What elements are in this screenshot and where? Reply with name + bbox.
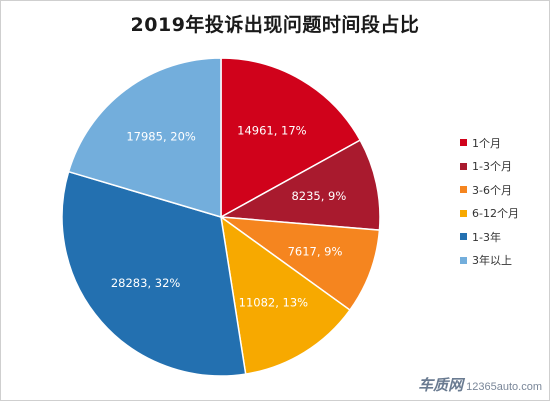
pie-slice-label-4: 11082, 13% [239, 295, 309, 309]
legend-swatch-1 [460, 139, 467, 146]
pie-slice-1 [220, 57, 362, 219]
watermark-logo: 车质网 [418, 376, 464, 394]
pie-slice-6 [67, 57, 222, 219]
legend-swatch-2 [460, 162, 467, 170]
legend-item-5: 1-3年 [460, 230, 550, 244]
pie-slice-label-6: 17985, 20% [126, 130, 196, 144]
legend-item-2: 1-3个月 [460, 160, 550, 173]
legend-label-1: 1个月 [472, 136, 501, 150]
legend-label-3: 3-6个月 [472, 183, 512, 197]
chart-legend: 1个月 1-3个月 3-6个月 6-12个月 1-3年 3年以上 [460, 136, 550, 277]
legend-label-4: 6-12个月 [472, 207, 519, 220]
legend-label-6: 3年以上 [472, 254, 512, 267]
pie-slice-3 [218, 216, 381, 312]
legend-item-6: 3年以上 [460, 254, 550, 267]
legend-swatch-4 [460, 209, 467, 217]
chart-title: 2019年投诉出现问题时间段占比 [130, 14, 420, 36]
pie-slice-label-2: 8235, 9% [291, 189, 346, 203]
pie-slice-2 [218, 139, 381, 231]
legend-item-4: 6-12个月 [460, 207, 550, 220]
legend-swatch-5 [460, 233, 467, 240]
watermark: 车质网 12365auto.com [418, 374, 542, 395]
legend-swatch-6 [460, 256, 467, 264]
pie-slice-5 [61, 170, 247, 377]
pie-slice-label-1: 14961, 17% [237, 124, 307, 138]
pie-slice-label-5: 28283, 32% [111, 276, 181, 290]
legend-swatch-3 [460, 186, 467, 193]
legend-item-1: 1个月 [460, 136, 550, 150]
legend-label-5: 1-3年 [472, 230, 501, 244]
pie-slice-label-3: 7617, 9% [288, 245, 343, 259]
legend-label-2: 1-3个月 [472, 160, 512, 173]
watermark-url: 12365auto.com [466, 381, 542, 393]
legend-item-3: 3-6个月 [460, 183, 550, 197]
pie-slice-4 [219, 215, 351, 375]
